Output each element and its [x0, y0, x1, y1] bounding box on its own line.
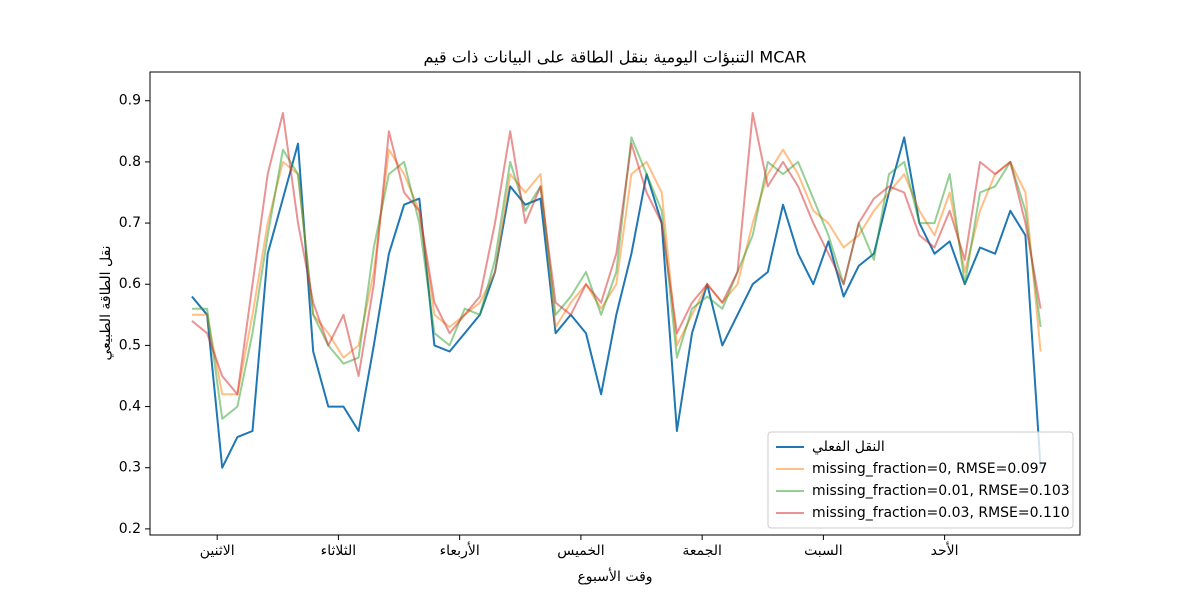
- series-line: [191, 112, 1042, 396]
- y-tick-label: 0.9: [119, 93, 141, 109]
- y-tick-label: 0.3: [119, 460, 141, 476]
- legend-label: missing_fraction=0, RMSE=0.097: [812, 461, 1047, 477]
- y-tick-label: 0.5: [119, 337, 141, 353]
- legend-label: missing_fraction=0.01, RMSE=0.103: [812, 483, 1070, 499]
- x-tick-label: الأربعاء: [440, 541, 480, 559]
- plot-frame: [149, 71, 1081, 536]
- y-axis-label: نقل الطاقة الطبيعي: [98, 245, 114, 360]
- series-line: [191, 136, 1042, 469]
- x-tick-label: الأحد: [931, 541, 959, 559]
- x-tick-label: الاثنين: [200, 543, 235, 559]
- series-line: [191, 148, 1042, 396]
- y-tick-label: 0.7: [119, 215, 141, 231]
- series-line: [191, 136, 1042, 420]
- x-tick-label: الثلاثاء: [321, 543, 356, 559]
- x-axis-label: وقت الأسبوع: [577, 567, 652, 585]
- y-tick-label: 0.8: [119, 154, 141, 170]
- legend-box: [767, 431, 1074, 529]
- legend-label: missing_fraction=0.03, RMSE=0.110: [812, 505, 1070, 521]
- x-tick-label: الخميس: [557, 543, 604, 559]
- x-tick-label: الجمعة: [682, 543, 722, 559]
- x-tick-label: السبت: [804, 543, 843, 559]
- legend-label: النقل الفعلي: [812, 439, 885, 455]
- chart-title: التنبؤات اليومية بنقل الطاقة على البيانا…: [424, 48, 807, 68]
- y-tick-label: 0.4: [119, 399, 141, 415]
- y-tick-label: 0.2: [119, 521, 141, 537]
- y-tick-label: 0.6: [119, 276, 141, 292]
